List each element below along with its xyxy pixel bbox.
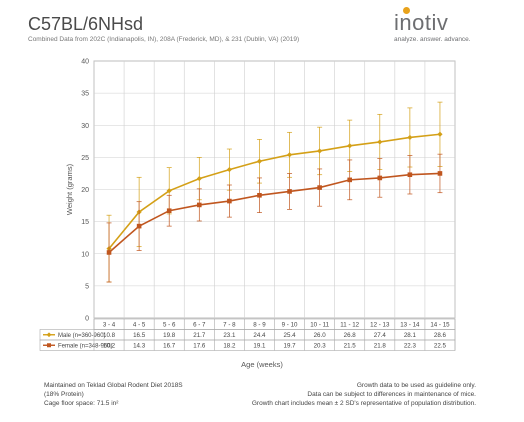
- legend-marker: [46, 332, 52, 338]
- x-tick-label: 9 - 10: [282, 321, 298, 328]
- logo-dot-icon: [403, 7, 410, 14]
- data-point: [257, 192, 262, 198]
- series-line: [108, 133, 441, 250]
- data-point: [166, 208, 172, 214]
- y-tick-label: 15: [81, 219, 89, 226]
- footer-right-line: Growth data to be used as guideline only…: [356, 382, 476, 389]
- x-tick-label: 8 - 9: [253, 321, 266, 328]
- x-tick-label: 5 - 6: [163, 321, 176, 328]
- x-tick-label: 7 - 8: [223, 321, 236, 328]
- table-cell-value: 21.7: [193, 332, 206, 339]
- data-point: [437, 171, 443, 176]
- x-tick-label: 6 - 7: [193, 321, 206, 328]
- x-tick-label: 11 - 12: [340, 321, 359, 328]
- table-cell-value: 10.2: [103, 342, 116, 349]
- table-cell-value: 26.8: [344, 332, 357, 339]
- data-point: [226, 166, 232, 173]
- footer-right-line: Growth chart includes mean ± 2 SD's repr…: [251, 400, 476, 407]
- table-cell-value: 16.5: [133, 332, 146, 339]
- data-point: [407, 172, 413, 178]
- y-tick-label: 20: [81, 187, 89, 194]
- y-tick-label: 30: [81, 123, 89, 130]
- y-tick-label: 25: [81, 155, 89, 162]
- table-cell-value: 21.8: [374, 342, 387, 349]
- table-cell-value: 21.5: [344, 342, 357, 349]
- data-point: [377, 139, 383, 145]
- x-tick-label: 4 - 5: [133, 321, 146, 328]
- data-point: [166, 188, 172, 194]
- table-cell-value: 10.8: [103, 332, 116, 339]
- data-point: [136, 223, 142, 229]
- data-point: [227, 198, 232, 204]
- series-line: [108, 172, 440, 254]
- table-cell-value: 17.6: [193, 342, 206, 349]
- y-tick-label: 0: [85, 316, 89, 323]
- x-tick-label: 13 - 14: [400, 321, 420, 328]
- data-point: [196, 175, 202, 182]
- data-point: [287, 189, 292, 194]
- x-tick-label: 14 - 15: [430, 321, 450, 328]
- table-cell-value: 26.0: [314, 332, 327, 339]
- table-cell-value: 16.7: [163, 342, 176, 349]
- legend-marker: [47, 343, 51, 348]
- footer-left-line: Maintained on Teklad Global Rodent Diet …: [44, 382, 183, 389]
- data-point: [407, 134, 413, 141]
- data-point: [317, 185, 322, 190]
- x-tick-label: 10 - 11: [310, 321, 329, 328]
- table-cell-value: 28.6: [434, 332, 447, 339]
- y-tick-label: 10: [81, 251, 89, 258]
- data-point: [106, 250, 112, 255]
- x-tick-label: 12 - 13: [370, 321, 390, 328]
- table-cell-value: 23.1: [223, 332, 236, 339]
- table-cell-value: 19.1: [253, 342, 266, 349]
- data-point: [286, 152, 293, 158]
- footer-right-line: Data can be subject to differences in ma…: [307, 391, 476, 398]
- y-tick-label: 5: [85, 283, 89, 290]
- table-cell-value: 22.3: [404, 342, 417, 349]
- logo-tagline: analyze. answer. advance.: [394, 36, 471, 43]
- data-point: [196, 202, 202, 208]
- footer-disclaimer: Growth data to be used as guideline only…: [252, 381, 476, 408]
- data-point: [317, 148, 323, 154]
- legend-label: Male (n=360-960): [58, 333, 106, 339]
- x-axis-label: Age (weeks): [241, 360, 283, 369]
- table-cell-value: 25.4: [284, 332, 297, 339]
- y-axis-label: Weight (grams): [65, 163, 74, 215]
- table-cell-value: 14.3: [133, 342, 146, 349]
- chart-subtitle: Combined Data from 202C (Indianapolis, I…: [28, 36, 300, 43]
- table-cell-value: 24.4: [253, 332, 266, 339]
- y-tick-label: 35: [81, 91, 89, 98]
- footer-left-line: (18% Protein): [44, 391, 84, 398]
- data-point: [256, 158, 263, 164]
- table-cell-value: 19.8: [163, 332, 176, 339]
- data-point: [377, 175, 383, 181]
- table-cell-value: 18.2: [223, 342, 236, 349]
- table-cell-value: 22.5: [434, 342, 447, 349]
- data-point: [437, 131, 443, 137]
- table-cell-value: 27.4: [374, 332, 387, 339]
- legend-label: Female (n=348-960): [58, 343, 113, 349]
- footer-left-line: Cage floor space: 71.5 in²: [44, 400, 119, 407]
- y-tick-label: 40: [81, 59, 89, 66]
- logo-word: inotiv: [394, 10, 449, 35]
- x-tick-label: 3 - 4: [103, 321, 116, 328]
- table-cell-value: 20.3: [314, 342, 327, 349]
- data-point: [347, 177, 353, 183]
- data-point: [347, 143, 353, 149]
- table-cell-value: 28.1: [404, 332, 417, 339]
- inotiv-logo: inotiv analyze. answer. advance.: [394, 7, 474, 46]
- footer-diet-notes: Maintained on Teklad Global Rodent Diet …: [44, 381, 183, 408]
- chart-title: C57BL/6NHsd: [28, 14, 144, 34]
- table-cell-value: 19.7: [284, 342, 297, 349]
